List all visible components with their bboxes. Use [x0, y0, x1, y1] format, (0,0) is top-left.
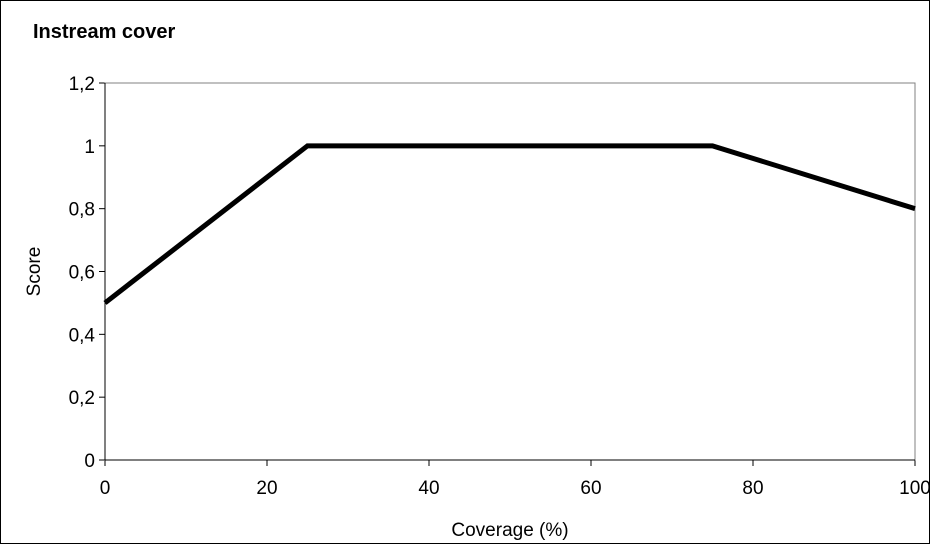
plot-area — [105, 83, 915, 460]
y-axis-ticks: 0 0,2 0,4 0,6 0,8 1 1,2 — [69, 74, 105, 472]
y-tick-label: 1,2 — [69, 74, 95, 95]
y-tick-label: 0,6 — [69, 263, 95, 284]
x-tick-label: 40 — [418, 478, 439, 499]
x-axis-label: Coverage (%) — [451, 520, 568, 541]
series-layer — [105, 146, 915, 303]
y-tick-label: 0 — [84, 451, 95, 472]
x-tick-label: 60 — [580, 478, 601, 499]
series-line — [105, 146, 915, 303]
x-axis-ticks: 0 20 40 60 80 100 — [100, 460, 930, 499]
y-axis-label: Score — [24, 247, 45, 297]
y-tick-label: 0,2 — [69, 388, 95, 409]
x-tick-label: 20 — [256, 478, 277, 499]
x-tick-label: 0 — [100, 478, 111, 499]
x-tick-label: 80 — [742, 478, 763, 499]
y-tick-label: 0,4 — [69, 325, 96, 346]
y-tick-label: 1 — [84, 137, 95, 158]
y-tick-label: 0,8 — [69, 200, 95, 221]
x-tick-label: 100 — [899, 478, 930, 499]
